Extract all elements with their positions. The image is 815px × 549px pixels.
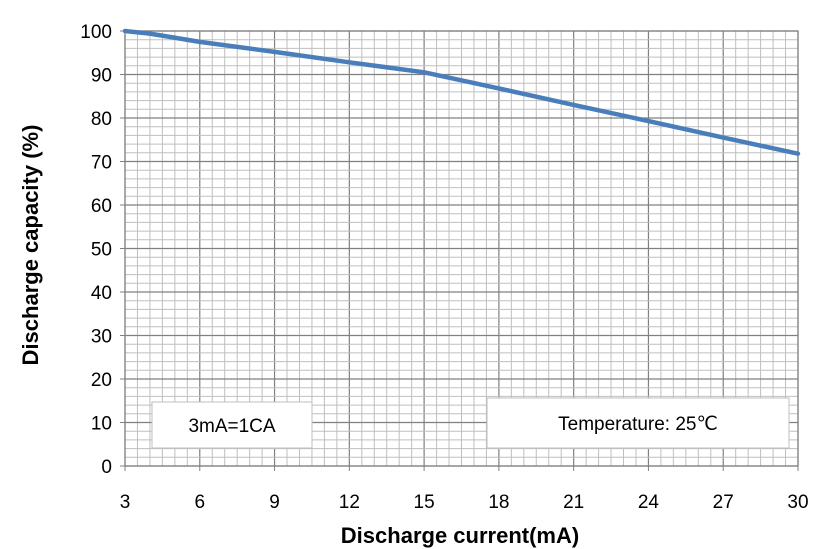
x-axis-title: Discharge current(mA) <box>341 523 579 548</box>
y-tick-label: 60 <box>91 196 112 217</box>
axes <box>120 30 799 471</box>
annotation-box-rate: 3mA=1CA <box>151 401 313 449</box>
x-tick-label: 6 <box>194 492 205 513</box>
x-tick-label: 21 <box>563 492 584 513</box>
x-tick-label: 9 <box>269 492 280 513</box>
y-tick-label: 20 <box>91 370 112 391</box>
x-tick-label: 24 <box>638 492 660 513</box>
y-axis-title: Discharge capacity (%) <box>18 125 43 366</box>
x-tick-label: 12 <box>339 492 360 513</box>
y-tick-label: 100 <box>80 22 112 43</box>
y-tick-label: 10 <box>91 414 112 435</box>
x-tick-label: 3 <box>120 492 131 513</box>
x-tick-label: 15 <box>414 492 435 513</box>
y-tick-label: 0 <box>101 457 112 478</box>
y-tick-label: 40 <box>91 283 112 304</box>
tick-labels: 0 10 20 30 40 50 60 70 80 90 100 3 6 9 12 15 18 21 24 27 30 <box>80 22 808 513</box>
x-tick-label: 30 <box>787 492 808 513</box>
annotation-rate: 3mA=1CA <box>188 416 275 437</box>
y-tick-label: 70 <box>91 153 112 174</box>
y-tick-label: 30 <box>91 327 112 348</box>
series <box>122 28 801 156</box>
y-tick-label: 50 <box>91 240 112 261</box>
y-tick-label: 80 <box>91 109 112 130</box>
x-tick-label: 27 <box>713 492 734 513</box>
annotation-temperature: Temperature: 25℃ <box>558 414 718 435</box>
y-tick-label: 90 <box>91 66 112 87</box>
x-tick-label: 18 <box>488 492 509 513</box>
annotation-box-temperature: Temperature: 25℃ <box>486 397 790 449</box>
